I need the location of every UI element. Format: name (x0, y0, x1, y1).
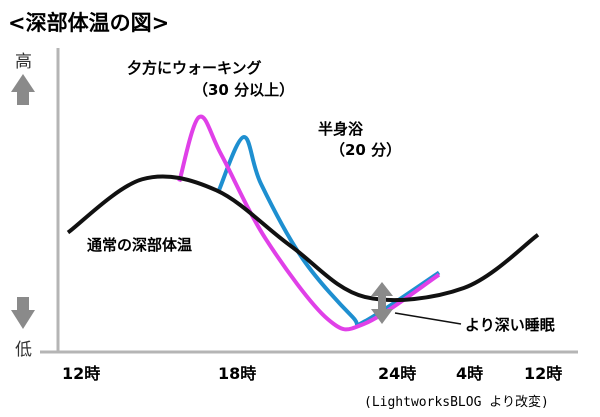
source-credit: (LightworksBLOG より改変) (364, 394, 549, 410)
series-line-walking (177, 114, 441, 332)
x-tick-12h-next: 12時 (524, 364, 562, 383)
deeper-sleep-label: より深い睡眠 (465, 316, 555, 334)
normal-temp-label: 通常の深部体温 (87, 236, 192, 254)
deeper-sleep-arrow-icon (371, 282, 393, 324)
x-tick-18h: 18時 (218, 364, 256, 383)
y-high-label: 高 (15, 52, 32, 72)
up-arrow-icon (11, 74, 35, 105)
deeper-sleep-leader (394, 312, 462, 325)
walking-label: 夕方にウォーキング (127, 59, 262, 77)
down-arrow-icon (11, 297, 35, 329)
y-low-label: 低 (15, 340, 32, 360)
x-tick-24h: 24時 (378, 364, 416, 383)
series-line-normal (66, 174, 540, 303)
bath-label: 半身浴 (318, 120, 364, 138)
walking-sublabel: （30 分以上） (193, 81, 294, 99)
chart-title: <深部体温の図> (8, 11, 169, 35)
series-line-bath (217, 135, 441, 328)
bath-sublabel: （20 分） (330, 141, 401, 159)
x-tick-4h: 4時 (456, 364, 483, 383)
x-tick-12h: 12時 (62, 364, 100, 383)
